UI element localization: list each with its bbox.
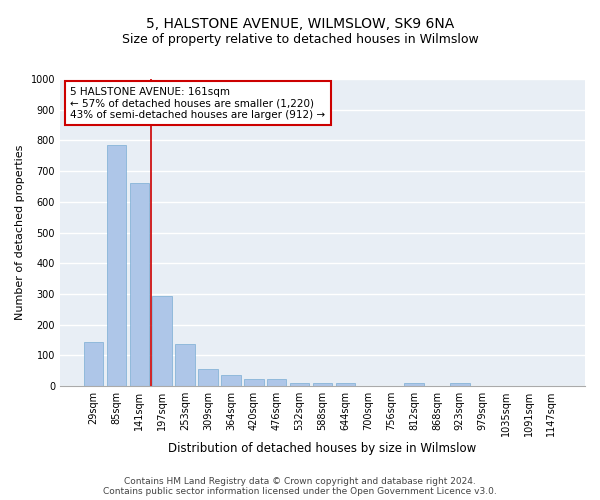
Bar [313,383,332,386]
Bar [244,380,263,386]
Bar [130,184,149,386]
Bar [404,383,424,386]
Text: Contains HM Land Registry data © Crown copyright and database right 2024.: Contains HM Land Registry data © Crown c… [124,476,476,486]
Bar [267,380,286,386]
Text: Size of property relative to detached houses in Wilmslow: Size of property relative to detached ho… [122,32,478,46]
Bar [290,382,309,386]
Bar [221,376,241,386]
Bar [335,383,355,386]
Bar [107,145,126,386]
X-axis label: Distribution of detached houses by size in Wilmslow: Distribution of detached houses by size … [169,442,476,455]
Y-axis label: Number of detached properties: Number of detached properties [15,145,25,320]
Text: 5, HALSTONE AVENUE, WILMSLOW, SK9 6NA: 5, HALSTONE AVENUE, WILMSLOW, SK9 6NA [146,18,454,32]
Text: Contains public sector information licensed under the Open Government Licence v3: Contains public sector information licen… [103,486,497,496]
Bar [198,368,218,386]
Bar [450,383,470,386]
Bar [152,296,172,386]
Bar [84,342,103,386]
Text: 5 HALSTONE AVENUE: 161sqm
← 57% of detached houses are smaller (1,220)
43% of se: 5 HALSTONE AVENUE: 161sqm ← 57% of detac… [70,86,326,120]
Bar [175,344,195,386]
